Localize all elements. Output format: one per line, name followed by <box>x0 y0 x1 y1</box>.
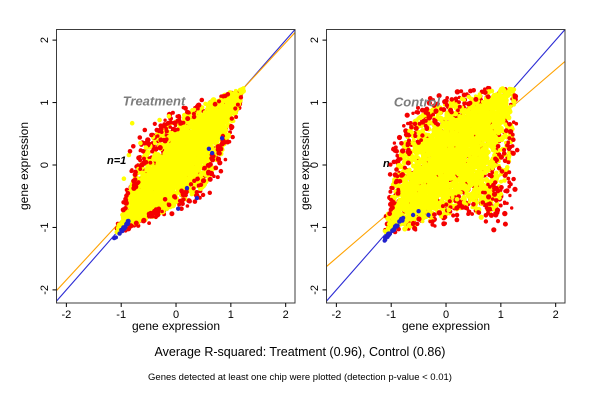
x-tick-label: 0 <box>173 309 179 321</box>
treatment-n-annotation: n=1 <box>107 155 127 167</box>
treatment-y-axis-label: gene expression <box>17 121 31 211</box>
y-tick-label: 1 <box>39 99 51 105</box>
control-x-axis-label: gene expression <box>401 319 491 333</box>
treatment-x-axis-label: gene expression <box>131 319 221 333</box>
control-panel-title: Control <box>393 94 441 110</box>
control-n-annotation: n <box>383 158 390 170</box>
y-tick-label: 1 <box>309 99 321 105</box>
y-tick-label: -2 <box>39 285 51 295</box>
scatter-outliers <box>121 114 225 211</box>
x-tick-label: -1 <box>386 309 396 321</box>
x-tick-label: 1 <box>228 309 234 321</box>
y-tick-label: 0 <box>309 162 321 168</box>
r-squared-caption: Average R-squared: Treatment (0.96), Con… <box>154 345 446 359</box>
scatter-points-flagged-edge <box>387 90 518 232</box>
treatment-panel-title: Treatment <box>122 93 186 109</box>
x-tick-label: -2 <box>331 309 341 321</box>
x-tick-label: 1 <box>498 309 504 321</box>
panel-content <box>56 29 295 302</box>
detection-note-caption: Genes detected at least one chip were pl… <box>148 372 452 383</box>
x-tick-label: 0 <box>443 309 449 321</box>
scatter-outliers <box>387 96 502 218</box>
y-tick-label: 0 <box>39 162 51 168</box>
x-tick-label: -2 <box>61 309 71 321</box>
y-tick-label: 2 <box>39 37 51 43</box>
scatter-points-low-detect <box>112 218 131 241</box>
x-tick-label: 2 <box>553 309 559 321</box>
treatment-panel: -2 -1 0 1 2 -2 -1 0 1 2 <box>39 29 296 321</box>
y-tick-label: -1 <box>309 223 321 233</box>
control-y-axis-label: gene expression <box>298 121 312 211</box>
scatter-points-low-detect <box>382 215 406 243</box>
panel-content <box>326 29 565 302</box>
x-tick-label: -1 <box>116 309 126 321</box>
x-tick-label: 2 <box>283 309 289 321</box>
y-tick-label: -2 <box>309 285 321 295</box>
y-tick-label: 2 <box>309 37 321 43</box>
control-panel: -2 -1 0 1 2 -2 -1 0 1 2 <box>309 29 566 321</box>
y-tick-label: -1 <box>39 223 51 233</box>
